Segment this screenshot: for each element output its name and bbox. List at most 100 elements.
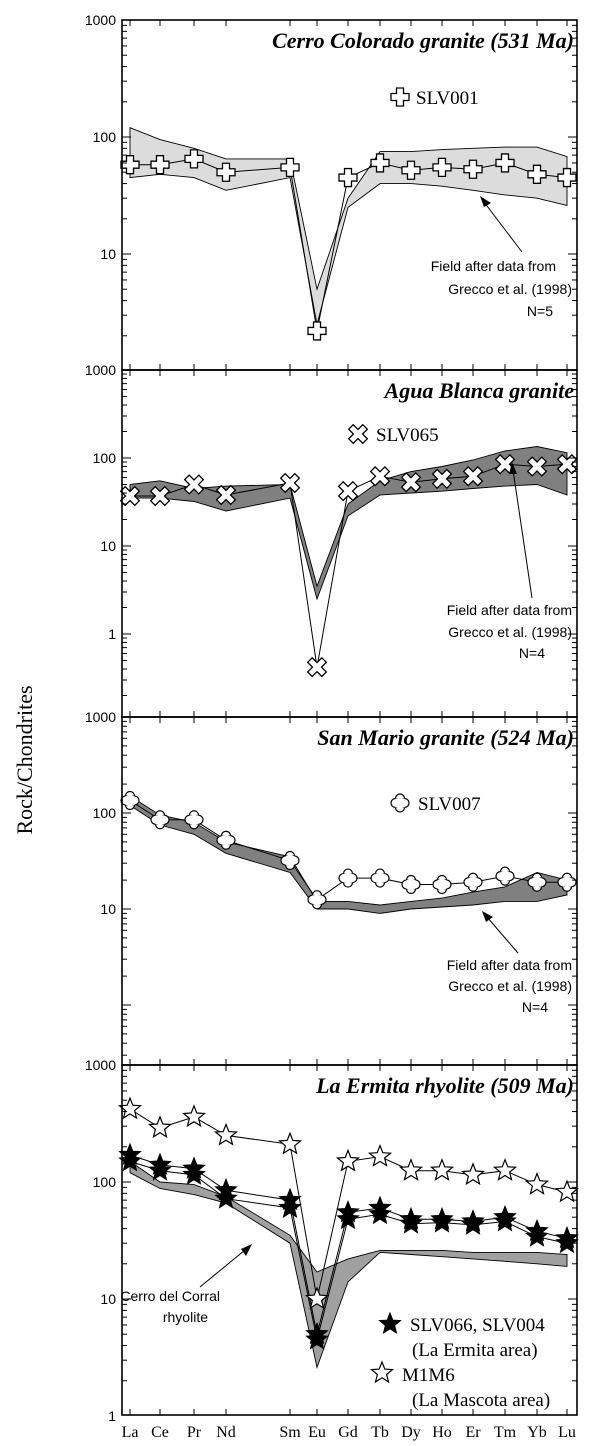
x-tick-label-tm: Tm (494, 1424, 517, 1441)
data-point-m1m6-tm (492, 1158, 518, 1181)
legend-label-slv007: SLV007 (418, 794, 481, 815)
data-point-slv007-yb (527, 872, 547, 892)
data-point-m1m6-pr (181, 1104, 207, 1128)
data-point-slv065-tb (369, 466, 391, 487)
data-point-m1m6-nd (213, 1122, 239, 1146)
panel-2: 1000 100 10 1 Agua Blanca granite SLV065 Field… (85, 362, 578, 718)
data-point-m1m6-tb (367, 1143, 393, 1167)
data-point-slv004-tm (493, 1209, 517, 1232)
data-point-slv001-lu (557, 167, 577, 188)
legend-marker-slv065 (347, 423, 369, 445)
data-point-slv007-ho (432, 874, 452, 895)
data-point-slv065-eu (306, 656, 328, 678)
annotation-arrow (486, 916, 519, 954)
data-point-slv007-la (120, 790, 140, 811)
data-point-slv001-la (120, 155, 140, 175)
field-annotation-line: Grecco et al. (1998) (448, 978, 572, 994)
data-point-slv004-er (461, 1212, 485, 1235)
data-point-m1m6-lu (554, 1179, 580, 1203)
legend-label-slv065: SLV065 (376, 425, 439, 446)
y-tick-label: 10 (100, 538, 116, 554)
data-point-slv007-nd (216, 830, 236, 850)
field-annotation-line: N=4 (519, 645, 545, 661)
corral-annotation-line: Cerro del Corral (120, 1288, 220, 1304)
panel-title: La Ermita rhyolite (509 Ma) (315, 1073, 574, 1098)
data-point-m1m6-gd (335, 1148, 361, 1172)
y-tick-label: 1000 (85, 12, 116, 28)
legend-label-m1m6: M1M6 (402, 1365, 455, 1386)
y-tick-label: 1 (108, 626, 116, 642)
arrow-head (480, 196, 491, 207)
reference-field (129, 127, 568, 325)
panel-1: 1000 100 10 Cerro Colorado granite (531 Ma)… (85, 12, 578, 371)
legend-marker-slv001 (390, 87, 410, 107)
data-point-m1m6-sm (277, 1131, 303, 1155)
y-tick-label: 100 (93, 805, 117, 821)
corral-annotation-line: rhyolite (163, 1309, 208, 1325)
data-point-slv065-er (462, 466, 484, 487)
data-point-slv001-ho (432, 157, 452, 178)
data-point-slv007-tb (370, 868, 390, 888)
data-point-slv004-ho (430, 1210, 454, 1233)
data-point-slv065-ho (431, 468, 453, 490)
data-point-slv065-nd (215, 484, 237, 506)
y-tick-label: 100 (93, 129, 117, 145)
y-tick-label: 100 (93, 1174, 117, 1190)
y-tick-label: 10 (100, 246, 116, 262)
x-tick-label-tb: Tb (371, 1424, 389, 1441)
arrow-head (482, 911, 493, 922)
data-point-m1m6-eu (304, 1286, 330, 1310)
data-point-slv001-sm (280, 157, 300, 178)
data-point-slv004-pr (182, 1162, 206, 1185)
reference-field (129, 446, 568, 601)
field-annotation-line: Field after data from (431, 258, 556, 274)
legend-label-la-ermita: SLV066, SLV004 (410, 1315, 545, 1336)
field-annotation-line: N=5 (527, 303, 553, 319)
legend-marker-filled-star (378, 1311, 402, 1334)
data-point-slv065-sm (279, 472, 301, 494)
panel-title: Agua Blanca granite (383, 378, 575, 403)
legend-label-la-ermita-area: (La Ermita area) (412, 1340, 538, 1361)
data-point-slv001-gd (338, 167, 358, 188)
legend-marker-slv007 (390, 793, 410, 813)
x-tick-label-nd: Nd (216, 1424, 236, 1441)
panel-frame (121, 369, 578, 718)
x-tick-label-pr: Pr (187, 1424, 202, 1441)
y-tick-label: 1 (108, 1408, 116, 1424)
data-point-slv004-dy (399, 1211, 423, 1234)
y-tick-label: 10 (100, 1291, 116, 1307)
data-point-slv004-yb (525, 1224, 549, 1247)
data-point-slv004-ce (148, 1158, 172, 1181)
field-annotation-line: Grecco et al. (1998) (448, 281, 572, 297)
legend-label-la-mascota-area: (La Mascota area) (412, 1390, 550, 1411)
data-point-slv004-sm (278, 1195, 302, 1218)
annotation-arrow (199, 1249, 246, 1288)
field-annotation-line: Field after data from (447, 957, 572, 973)
x-tick-label-ce: Ce (151, 1424, 169, 1441)
data-point-slv001-nd (216, 162, 236, 182)
field-annotation-line: Grecco et al. (1998) (448, 624, 572, 640)
field-annotation-line: N=4 (522, 999, 548, 1015)
data-point-slv001-tb (370, 153, 390, 173)
data-point-m1m6-yb (524, 1171, 550, 1195)
data-point-slv001-er (463, 159, 483, 179)
panel-3: 1000 100 10 San Mario granite (524 Ma) SLV00… (85, 709, 578, 1066)
data-point-slv007-gd (338, 868, 358, 888)
legend-label-slv001: SLV001 (416, 88, 479, 109)
data-point-slv007-pr (184, 810, 204, 830)
data-point-slv065-tm (494, 453, 516, 475)
data-point-slv004-nd (214, 1186, 238, 1209)
data-point-slv001-yb (527, 164, 547, 184)
data-point-slv065-pr (183, 474, 205, 495)
y-axis-label: Rock/Chondrites (12, 685, 37, 834)
data-point-slv065-yb (526, 456, 548, 477)
data-point-m1m6-er (460, 1162, 486, 1186)
arrow-head (509, 462, 517, 474)
data-point-slv065-ce (149, 485, 171, 507)
x-tick-label-er: Er (465, 1424, 481, 1441)
reference-field (129, 1160, 568, 1370)
data-point-m1m6-dy (398, 1158, 424, 1181)
y-tick-label: 1000 (85, 362, 116, 378)
series-line-slv066 (129, 1154, 568, 1335)
y-tick-label: 1000 (85, 709, 116, 725)
